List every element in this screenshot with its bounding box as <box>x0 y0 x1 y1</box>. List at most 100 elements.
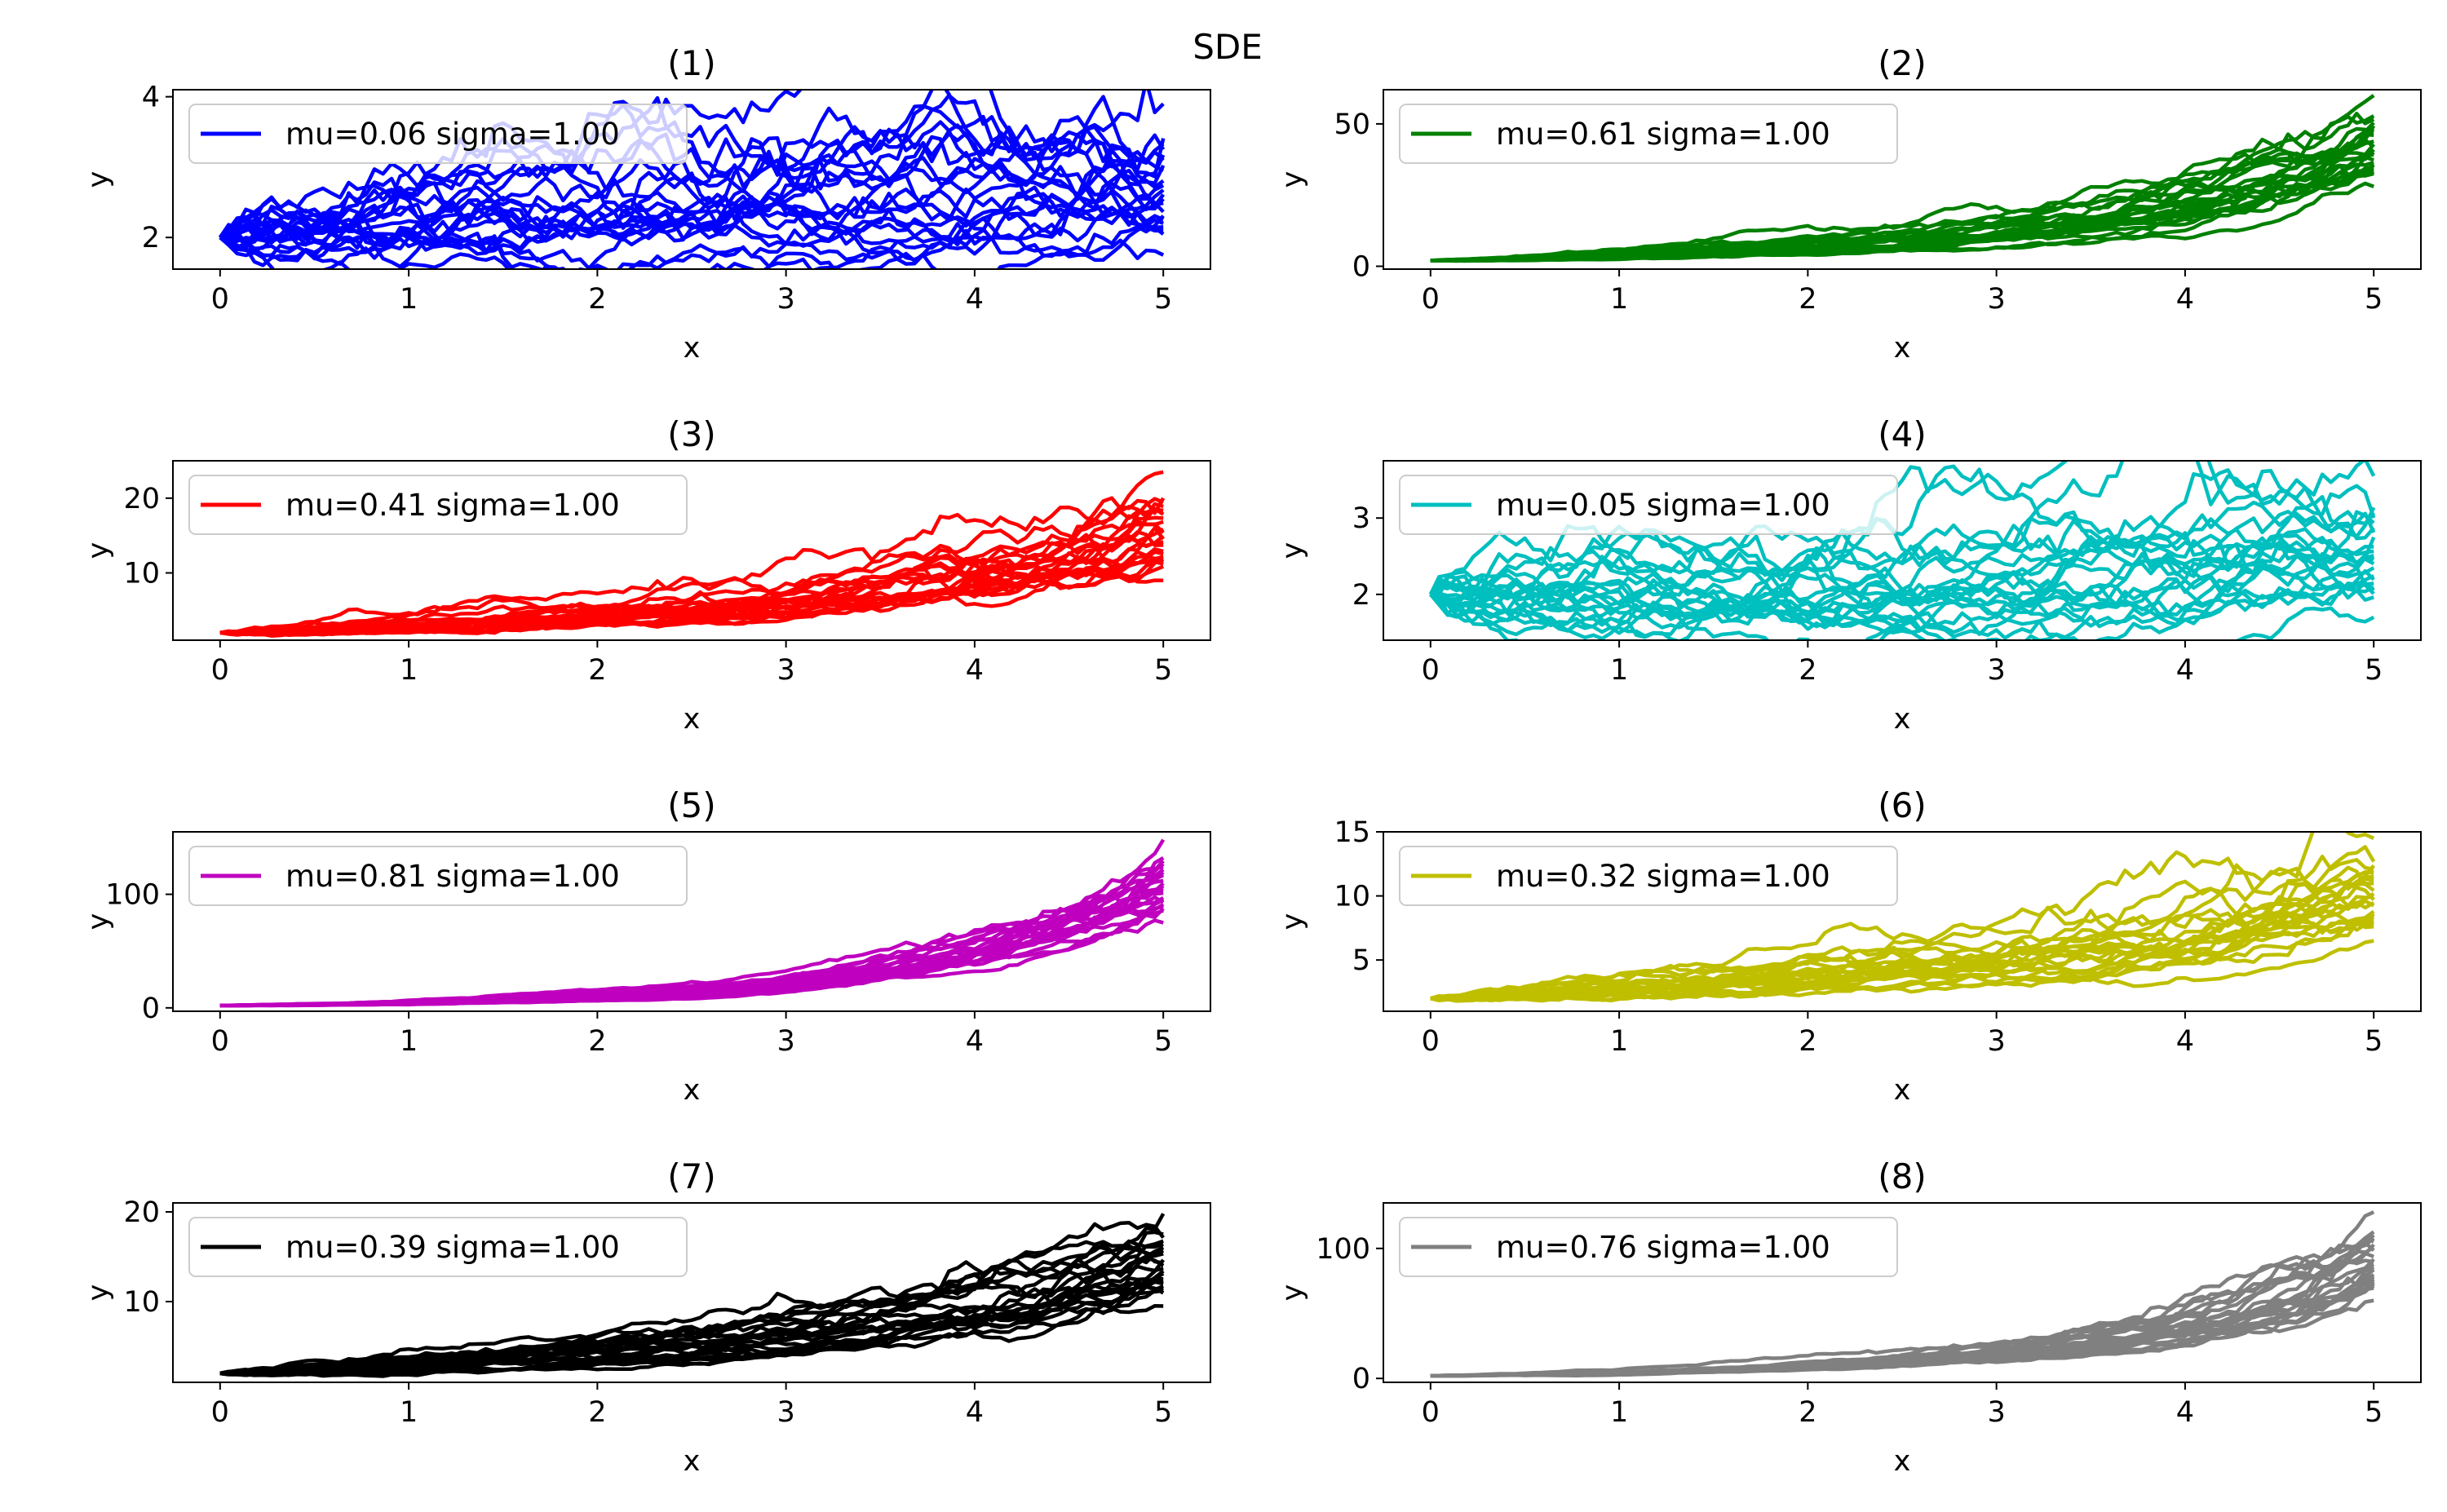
y-tick-label: 0 <box>142 993 160 1025</box>
y-tick-label: 100 <box>1316 1233 1370 1266</box>
sample-path <box>219 160 1165 246</box>
y-tick-label: 3 <box>1352 502 1370 535</box>
sample-path <box>219 93 1165 246</box>
y-tick-label: 20 <box>123 1196 160 1229</box>
x-tick-label: 1 <box>400 654 418 687</box>
data-paths <box>218 90 1166 269</box>
x-axis-label: x <box>684 1074 701 1107</box>
sample-path <box>219 205 1165 263</box>
sample-path <box>219 1269 1165 1378</box>
legend: mu=0.41 sigma=1.00 <box>188 475 688 535</box>
subplot-1: (1) 0 1 2 3 4 5 2 4 x y mu=0.06 sigma=1.00 <box>82 43 1211 365</box>
y-axis-label: y <box>1277 171 1309 188</box>
legend-label: mu=0.76 sigma=1.00 <box>1496 1230 1830 1265</box>
y-axis-label: y <box>1277 1284 1309 1302</box>
x-axis-label: x <box>1894 332 1911 365</box>
axes-frame <box>1383 831 2422 1012</box>
legend-label: mu=0.05 sigma=1.00 <box>1496 488 1830 523</box>
x-tick-label: 4 <box>2176 283 2194 316</box>
legend-box <box>1399 104 1898 164</box>
legend: mu=0.39 sigma=1.00 <box>188 1217 688 1277</box>
legend-box <box>188 846 688 906</box>
legend-label: mu=0.81 sigma=1.00 <box>285 859 620 894</box>
y-tick-label: 20 <box>123 483 160 515</box>
y-tick-label: 10 <box>1334 881 1370 913</box>
x-tick-label: 3 <box>1987 1025 2005 1058</box>
data-paths <box>1430 1210 2375 1378</box>
legend-label: mu=0.39 sigma=1.00 <box>285 1230 620 1265</box>
y-tick-label: 10 <box>123 1286 160 1319</box>
x-tick-label: 5 <box>2365 1025 2383 1058</box>
subplot-8: (8) 0 1 2 3 4 5 0 100 x y mu=0.76 sigma=1.00 <box>1277 1156 2422 1478</box>
y-tick-label: 50 <box>1334 108 1370 141</box>
x-tick-label: 5 <box>2365 1396 2383 1429</box>
x-axis-label: x <box>1894 1074 1911 1107</box>
sample-path <box>1429 524 2375 640</box>
sample-path <box>1429 461 2375 599</box>
y-tick-label: 15 <box>1334 816 1370 849</box>
axes-frame <box>172 1202 1211 1383</box>
y-axis-label: y <box>1277 542 1309 559</box>
subplot-title: (5) <box>667 785 716 825</box>
axes-frame <box>172 460 1211 641</box>
x-tick-label: 3 <box>777 1396 794 1429</box>
legend: mu=0.76 sigma=1.00 <box>1399 1217 1898 1277</box>
legend: mu=0.06 sigma=1.00 <box>188 104 688 164</box>
x-axis-label: x <box>684 332 701 365</box>
x-tick-label: 3 <box>777 283 794 316</box>
x-tick-label: 4 <box>966 654 984 687</box>
x-tick-label: 2 <box>1799 1396 1816 1429</box>
x-tick-label: 5 <box>1154 654 1172 687</box>
sample-path <box>219 564 1164 635</box>
legend-label: mu=0.61 sigma=1.00 <box>1496 117 1830 152</box>
sample-path <box>219 95 1166 239</box>
sample-path <box>219 1230 1164 1376</box>
legend-box <box>1399 846 1898 906</box>
data-paths <box>219 1213 1166 1378</box>
sample-path <box>219 190 1165 269</box>
sample-path <box>219 223 1164 269</box>
y-tick-label: 4 <box>142 82 160 114</box>
sample-path <box>1429 568 2375 635</box>
x-tick-label: 1 <box>400 1025 418 1058</box>
sample-path <box>1430 1298 2374 1378</box>
sample-path <box>1430 909 2375 1001</box>
x-tick-label: 2 <box>588 654 606 687</box>
x-tick-label: 1 <box>400 1396 418 1429</box>
data-paths <box>1430 94 2376 263</box>
y-axis-label: y <box>82 913 115 931</box>
sample-path <box>219 158 1165 254</box>
y-tick-label: 2 <box>1352 579 1370 612</box>
x-tick-label: 2 <box>1799 283 1816 316</box>
x-tick-label: 5 <box>2365 283 2383 316</box>
data-paths <box>1428 461 2376 640</box>
x-axis-label: x <box>684 1445 701 1478</box>
sample-path <box>219 1239 1164 1377</box>
x-tick-label: 0 <box>1422 1025 1440 1058</box>
x-tick-label: 5 <box>1154 283 1172 316</box>
x-tick-label: 0 <box>1422 1396 1440 1429</box>
subplot-6: (6) 0 1 2 3 4 5 5 10 15 x y mu=0.32 sigma=1.00 <box>1277 785 2422 1107</box>
subplot-title: (2) <box>1878 43 1927 83</box>
x-tick-label: 1 <box>400 283 418 316</box>
subplot-title: (1) <box>667 43 716 83</box>
y-tick-label: 0 <box>1352 1363 1370 1395</box>
legend-box <box>188 104 688 164</box>
x-tick-label: 1 <box>1610 283 1628 316</box>
sample-path <box>219 103 1166 239</box>
y-tick-label: 5 <box>1352 944 1370 977</box>
y-tick-label: 100 <box>105 879 160 912</box>
subplot-title: (8) <box>1878 1156 1927 1196</box>
legend-box <box>188 475 688 535</box>
legend-label: mu=0.06 sigma=1.00 <box>285 117 620 152</box>
x-axis-label: x <box>1894 1445 1911 1478</box>
legend: mu=0.61 sigma=1.00 <box>1399 104 1898 164</box>
y-axis-label: y <box>82 1284 115 1302</box>
x-tick-label: 2 <box>1799 1025 1816 1058</box>
sample-path <box>1430 939 2374 1003</box>
legend-label: mu=0.41 sigma=1.00 <box>285 488 620 523</box>
sample-path <box>1429 464 2374 613</box>
x-tick-label: 0 <box>211 283 229 316</box>
